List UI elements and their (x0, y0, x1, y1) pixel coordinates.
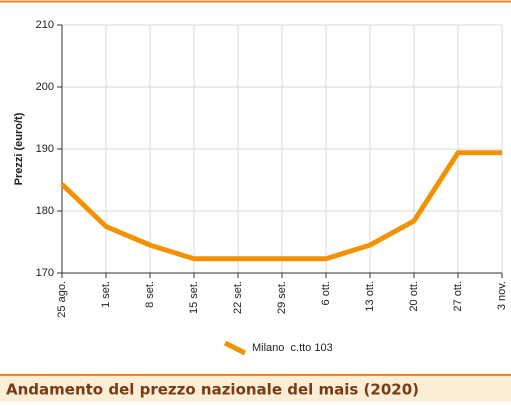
line-series (60, 150, 502, 262)
x-tick-label: 6 ott. (320, 281, 332, 305)
x-tick-label: 3 nov. (496, 281, 508, 310)
x-tick-label: 13 ott. (364, 281, 376, 312)
y-tick-label: 170 (36, 267, 54, 279)
x-tick-label: 27 ott. (452, 281, 464, 312)
x-tick-label: 25 ago. (56, 281, 68, 318)
title-box (0, 375, 511, 402)
chart-title: Andamento del prezzo nazionale del mais … (6, 381, 419, 399)
y-tick-label: 180 (36, 205, 54, 217)
x-tick-label: 29 set. (276, 281, 288, 314)
x-tick-label: 8 set. (144, 281, 156, 308)
x-tick-label: 1 set. (100, 281, 112, 308)
legend-label: Milano c.tto 103 (252, 342, 333, 354)
x-tick-label: 20 ott. (408, 281, 420, 312)
y-tick-label: 200 (36, 81, 54, 93)
x-tick-label: 15 set. (188, 281, 200, 314)
y-tick-label: 190 (36, 143, 54, 155)
y-axis-label: Prezzi (euro/t) (13, 112, 25, 185)
legend-swatch (223, 340, 247, 356)
x-tick-label: 22 set. (232, 281, 244, 314)
y-tick-label: 210 (36, 19, 54, 31)
